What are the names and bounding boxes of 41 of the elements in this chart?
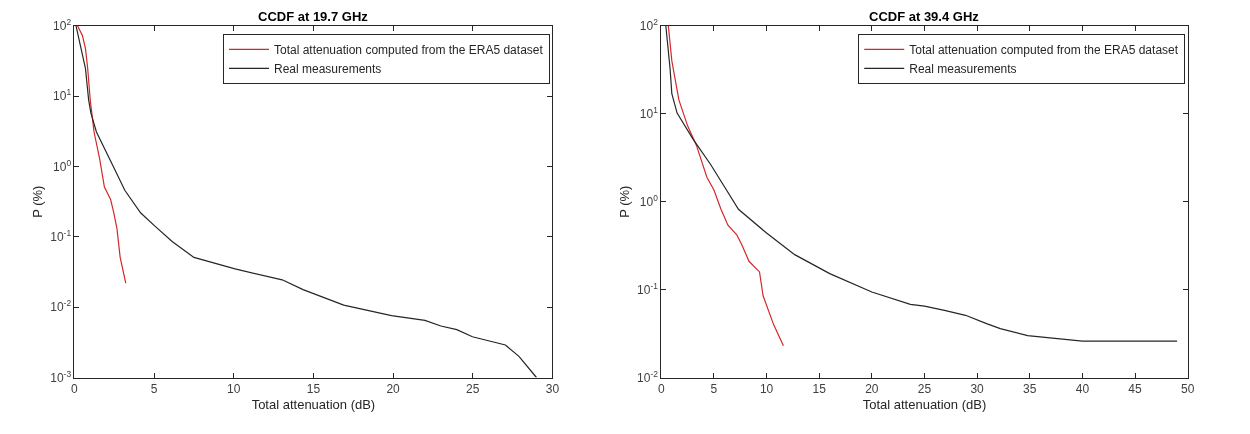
x-tick-label: 40 — [1075, 381, 1090, 396]
y-tick-label: 10$^{0}$ — [639, 192, 659, 209]
x-tick-label: 20 — [865, 381, 879, 396]
line-series — [77, 25, 127, 284]
x-tick-label: 15 — [306, 381, 321, 396]
x-axis-title: Total attenuation (dB) — [251, 396, 376, 412]
x-tick-label: 20 — [386, 381, 401, 396]
x-tick-label: 25 — [466, 381, 480, 396]
y-tick-label: 10$^{-3}$ — [50, 368, 72, 385]
y-tick-label: 10$^{0}$ — [53, 157, 72, 174]
y-tick-label: 10$^{1}$ — [639, 105, 659, 122]
x-tick-label: 35 — [1023, 381, 1037, 396]
chart-title: CCDF at 39.4 GHz — [869, 9, 980, 24]
x-tick-label: 50 — [1180, 381, 1195, 396]
y-tick-label: 10$^{1}$ — [53, 87, 72, 104]
x-tick-label: 25 — [917, 381, 932, 396]
legend-label: Total attenuation computed from the ERA5 dataset — [273, 43, 544, 58]
y-tick-label: 10$^{-1}$ — [50, 228, 72, 245]
x-tick-label: 5 — [710, 381, 718, 396]
chart-title: CCDF at 19.7 GHz — [258, 9, 369, 24]
x-tick-label: 10 — [759, 381, 774, 396]
x-tick-label: 30 — [545, 381, 560, 396]
x-tick-label: 45 — [1128, 381, 1142, 396]
x-axis-title: Total attenuation (dB) — [862, 396, 987, 412]
y-tick-label: 10$^{-1}$ — [637, 280, 659, 297]
x-tick-label: 30 — [970, 381, 985, 396]
line-series — [667, 25, 785, 347]
x-tick-label: 0 — [71, 381, 79, 396]
x-tick-label: 5 — [150, 381, 158, 396]
x-tick-label: 10 — [227, 381, 241, 396]
y-tick-label: 10$^{-2}$ — [50, 298, 72, 315]
legend-label: Total attenuation computed from the ERA5 dataset — [909, 43, 1179, 58]
x-tick-label: 15 — [812, 381, 827, 396]
y-tick-label: 10$^{2}$ — [639, 17, 659, 34]
y-axis-title: P (%) — [617, 185, 633, 218]
x-tick-label: 0 — [657, 381, 665, 396]
y-tick-label: 10$^{-2}$ — [637, 368, 659, 385]
legend-label: Real measurements — [909, 62, 1017, 77]
legend-label: Real measurements — [273, 62, 382, 77]
y-axis-title: P (%) — [30, 185, 46, 218]
y-tick-label: 10$^{2}$ — [53, 17, 72, 34]
